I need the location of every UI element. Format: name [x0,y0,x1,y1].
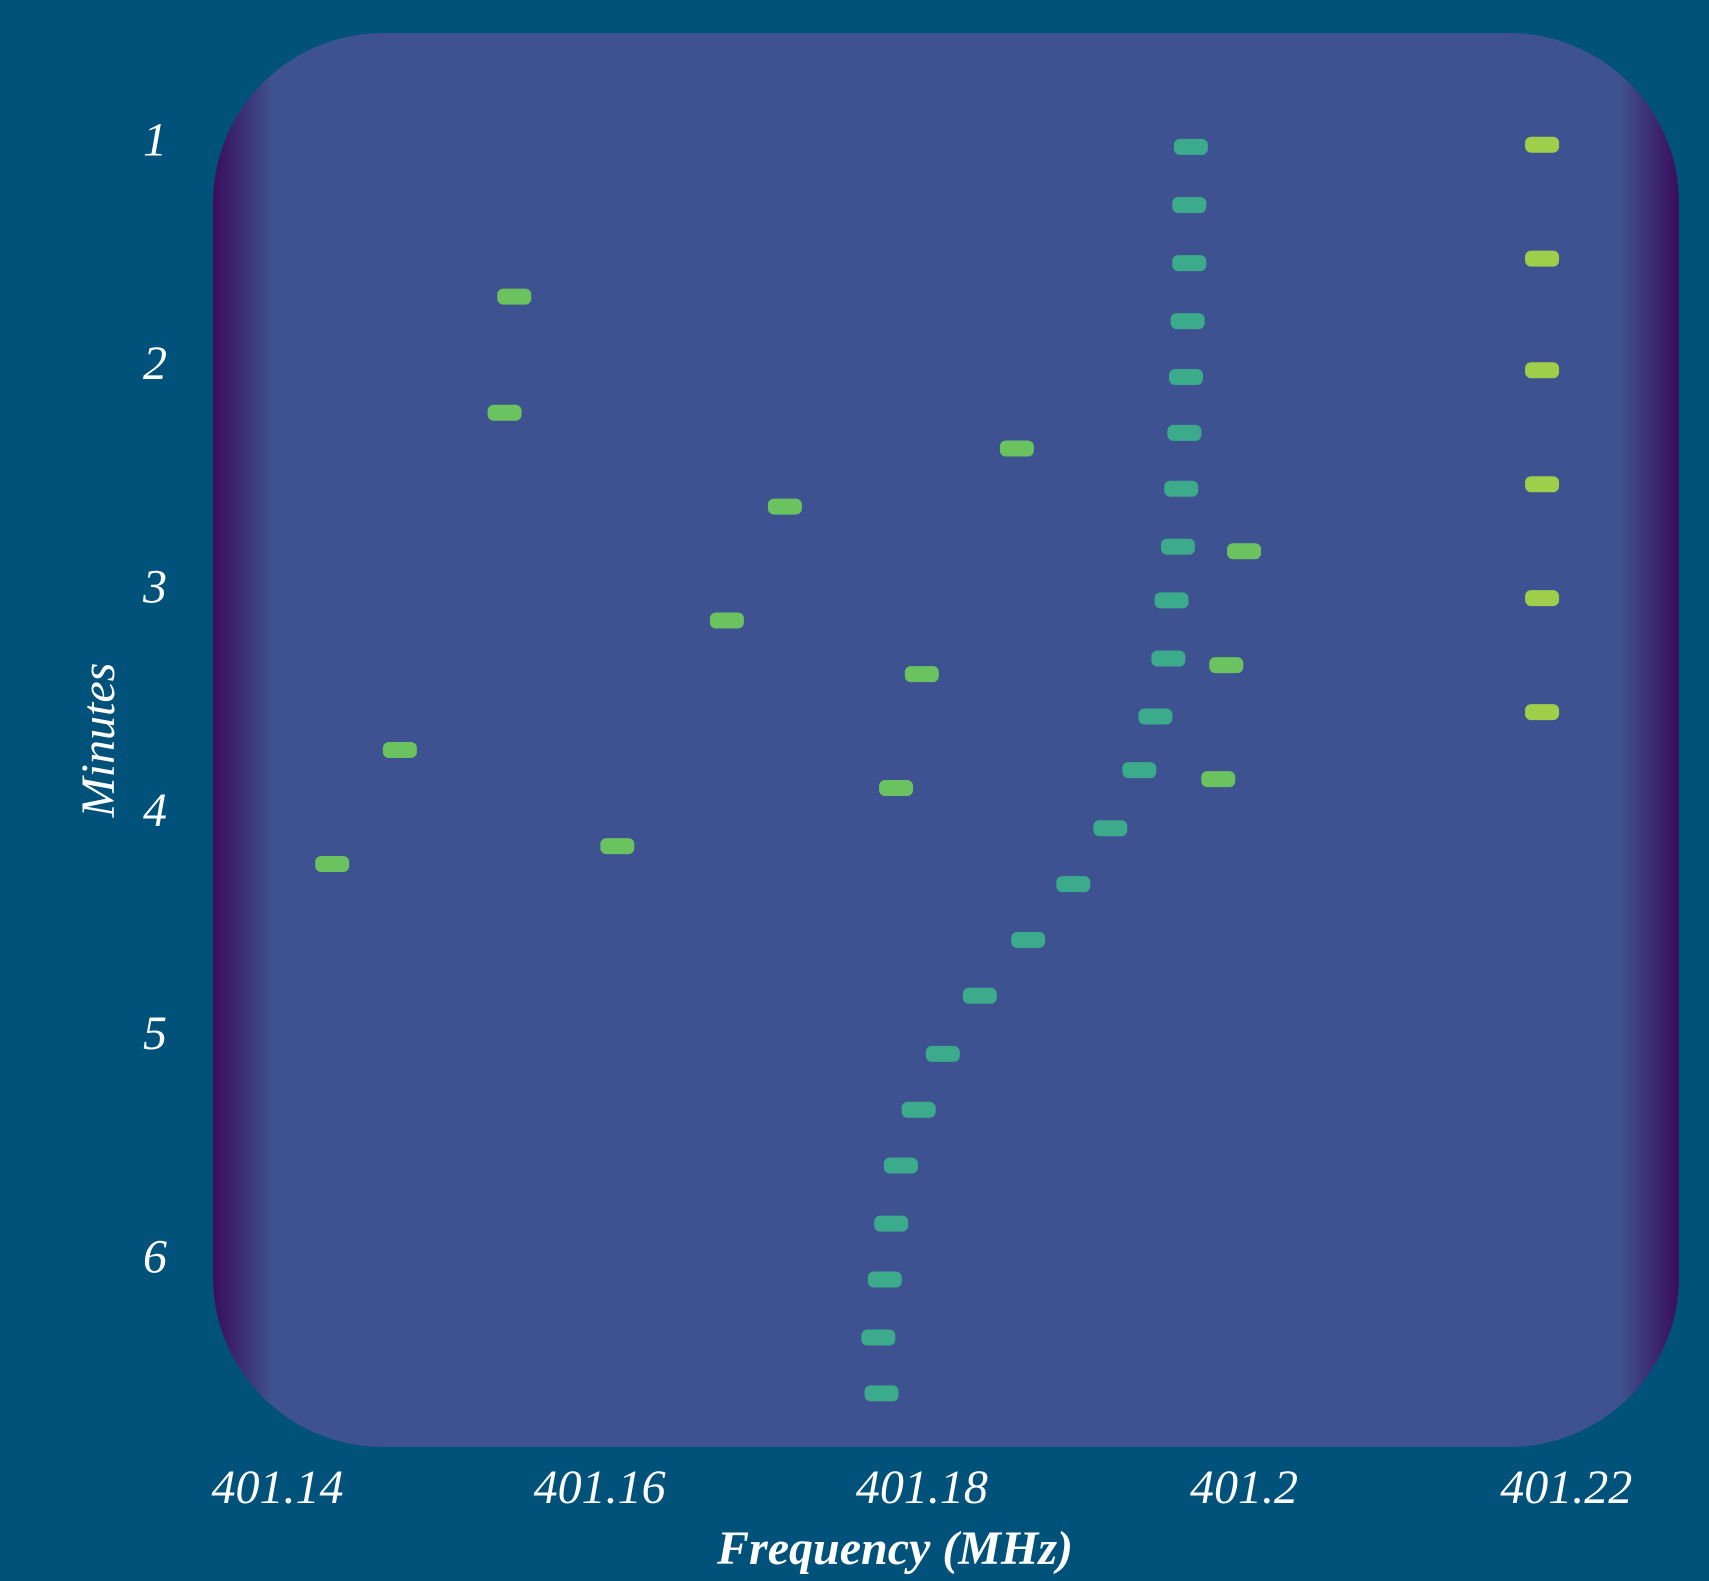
signal-burst [1160,538,1195,555]
x-tick-label: 401.2 [1190,1461,1298,1514]
x-tick-label: 401.18 [856,1461,988,1514]
signal-burst [999,440,1034,457]
signal-burst [1151,650,1186,667]
signal-burst [1122,762,1157,779]
signal-burst [1227,543,1262,560]
signal-burst [1525,704,1560,721]
signal-burst [767,498,802,515]
y-tick-label: 4 [143,784,167,837]
signal-burst [1201,771,1236,788]
signal-burst [867,1271,902,1288]
signal-burst [861,1329,896,1346]
x-tick-label: 401.14 [211,1461,343,1514]
x-tick-label: 401.16 [534,1461,666,1514]
signal-burst [487,404,522,421]
signal-burst [883,1157,918,1174]
y-tick-label: 5 [143,1007,167,1060]
signal-burst [864,1385,899,1402]
signal-burst [925,1045,960,1062]
signal-burst [315,855,350,872]
y-tick-label: 1 [143,114,167,167]
signal-burst [1172,255,1207,272]
x-axis-title: Frequency (MHz) [716,1522,1073,1575]
signal-burst [1525,136,1560,153]
x-tick-label: 401.22 [1500,1461,1632,1514]
y-axis-title: Minutes [72,663,125,819]
signal-burst [1167,424,1202,441]
signal-burst [1525,476,1560,493]
signal-burst [1164,480,1199,497]
signal-burst [1209,657,1244,674]
signal-burst [1525,362,1560,379]
signal-burst [1172,197,1207,214]
spectrogram-background [213,33,1679,1447]
signal-burst [1154,592,1189,609]
signal-burst [901,1101,936,1118]
signal-burst [600,838,635,855]
signal-burst [1173,138,1208,155]
signal-burst [1170,313,1205,330]
signal-burst [874,1215,909,1232]
signal-burst [1138,708,1173,725]
signal-burst [709,612,744,629]
signal-burst [962,987,997,1004]
signal-burst [382,742,417,759]
signal-burst [1525,250,1560,267]
y-tick-label: 2 [143,337,167,390]
signal-burst [904,666,939,683]
signal-burst [497,288,532,305]
signal-burst [1056,876,1091,893]
signal-burst [1011,931,1046,948]
signal-burst [1093,820,1128,837]
signal-burst [879,780,914,797]
y-tick-label: 6 [143,1231,167,1284]
signal-burst [1169,369,1204,386]
signal-burst [1525,590,1560,607]
y-tick-label: 3 [142,560,167,613]
